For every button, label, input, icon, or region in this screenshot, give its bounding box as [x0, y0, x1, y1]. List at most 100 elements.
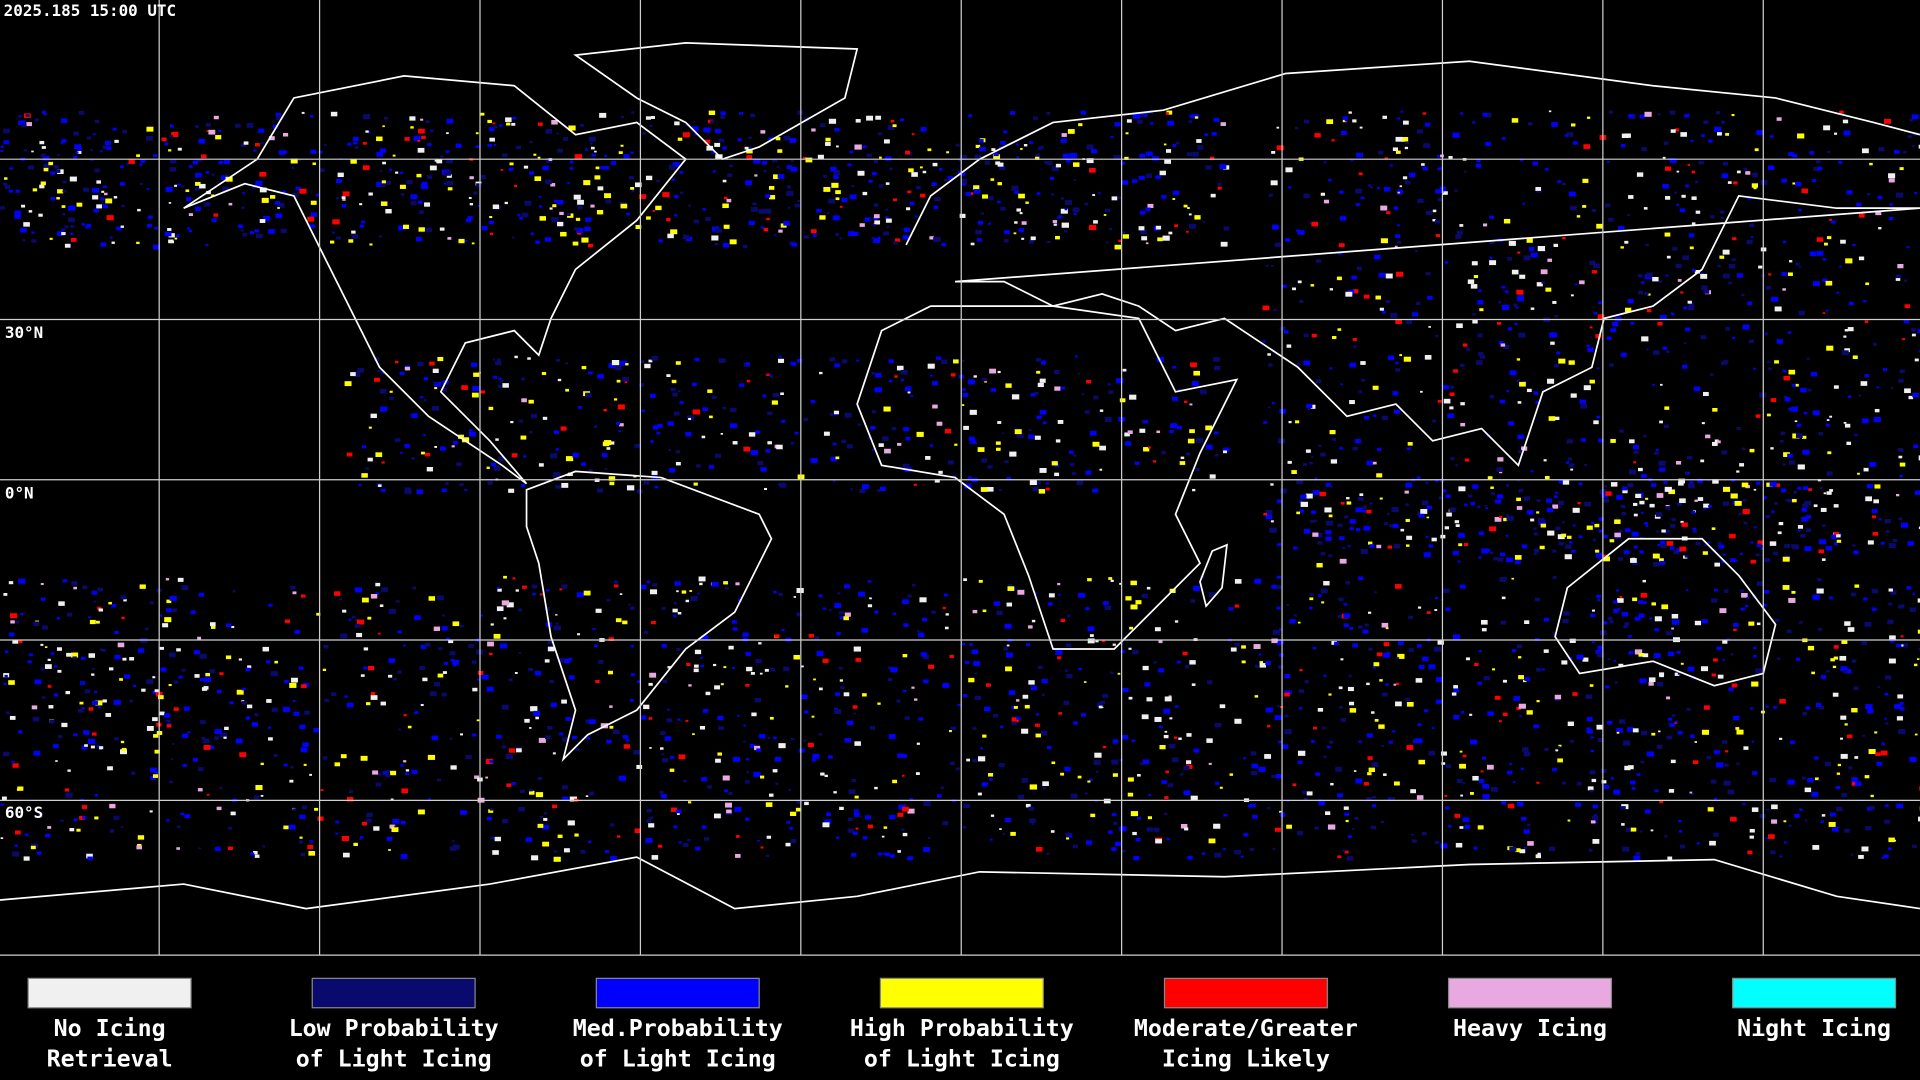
icing-pixel — [1265, 707, 1273, 713]
icing-pixel — [1557, 180, 1562, 183]
icing-pixel — [1536, 499, 1541, 502]
icing-pixel — [841, 359, 848, 364]
icing-pixel — [678, 841, 682, 844]
icing-pixel — [299, 814, 306, 820]
icing-pixel — [1869, 162, 1873, 166]
icing-pixel — [920, 193, 926, 198]
icing-pixel — [1678, 481, 1684, 486]
icing-pixel — [1215, 781, 1220, 785]
icing-pixel — [485, 776, 489, 779]
icing-pixel — [1665, 482, 1668, 485]
icing-pixel — [723, 581, 728, 585]
icing-pixel — [1329, 430, 1336, 435]
icing-pixel — [1033, 116, 1038, 120]
icing-pixel — [79, 681, 86, 685]
icing-pixel — [676, 648, 681, 651]
icing-pixel — [1113, 155, 1121, 161]
icing-pixel — [1634, 616, 1641, 621]
icing-pixel — [275, 112, 282, 117]
icing-pixel — [841, 197, 848, 203]
icing-pixel — [480, 390, 486, 394]
icing-pixel — [559, 588, 563, 591]
icing-pixel — [701, 435, 706, 439]
icing-pixel — [1437, 640, 1444, 645]
icing-pixel — [1000, 725, 1004, 728]
icing-pixel — [1032, 486, 1039, 492]
icing-pixel — [1755, 481, 1761, 485]
icing-pixel — [506, 783, 512, 787]
icing-pixel — [765, 802, 773, 807]
icing-pixel — [1758, 265, 1763, 269]
icing-pixel — [1078, 592, 1086, 598]
icing-pixel — [1459, 584, 1466, 589]
icing-pixel — [1338, 686, 1343, 690]
icing-pixel — [743, 724, 747, 727]
icing-pixel — [660, 747, 664, 750]
icing-pixel — [1883, 854, 1889, 859]
icing-pixel — [369, 243, 373, 246]
icing-pixel — [1840, 239, 1846, 244]
icing-pixel — [1120, 161, 1125, 165]
icing-pixel — [177, 147, 182, 151]
icing-pixel — [1119, 398, 1126, 403]
icing-pixel — [1742, 324, 1750, 330]
icing-pixel — [1791, 544, 1797, 548]
icing-pixel — [1308, 606, 1313, 610]
icing-pixel — [1561, 182, 1566, 186]
icing-pixel — [1397, 191, 1401, 194]
icing-pixel — [748, 220, 755, 226]
icing-pixel — [1286, 824, 1292, 829]
icing-pixel — [480, 614, 483, 617]
icing-pixel — [1502, 679, 1507, 683]
icing-pixel — [455, 143, 462, 148]
icing-pixel — [848, 231, 856, 236]
icing-pixel — [975, 229, 982, 235]
icing-pixel — [1483, 676, 1490, 681]
icing-pixel — [957, 703, 961, 707]
icing-pixel — [1535, 854, 1542, 859]
icing-pixel — [195, 172, 202, 178]
icing-pixel — [1349, 519, 1356, 524]
icing-pixel — [416, 489, 424, 495]
icing-pixel — [1241, 645, 1246, 649]
icing-pixel — [1777, 531, 1782, 535]
icing-pixel — [486, 466, 490, 469]
icing-pixel — [377, 369, 381, 373]
icing-pixel — [301, 805, 307, 810]
icing-pixel — [552, 804, 558, 809]
icing-pixel — [1250, 770, 1258, 776]
icing-pixel — [1833, 656, 1839, 660]
icing-pixel — [1084, 792, 1088, 795]
icing-pixel — [1278, 665, 1284, 669]
icing-pixel — [1561, 521, 1565, 524]
icing-pixel — [47, 658, 51, 661]
icing-pixel — [1703, 544, 1707, 547]
icing-pixel — [720, 683, 724, 686]
icing-pixel — [1682, 255, 1690, 261]
icing-pixel — [132, 684, 137, 687]
icing-pixel — [88, 707, 94, 711]
icing-pixel — [1878, 147, 1885, 152]
icing-pixel — [1284, 729, 1292, 735]
icing-pixel — [1587, 786, 1594, 791]
icing-pixel — [420, 703, 424, 707]
icing-pixel — [873, 216, 878, 221]
icing-pixel — [1717, 674, 1724, 679]
icing-pixel — [1325, 482, 1331, 487]
icing-pixel — [1511, 118, 1519, 123]
icing-pixel — [453, 441, 459, 445]
icing-pixel — [1005, 652, 1014, 658]
icing-pixel — [786, 165, 792, 169]
icing-pixel — [796, 358, 803, 363]
icing-pixel — [1158, 640, 1163, 644]
icing-pixel — [486, 686, 494, 692]
icing-pixel — [260, 142, 264, 145]
icing-pixel — [1657, 321, 1663, 326]
icing-pixel — [1338, 243, 1345, 248]
icing-pixel — [1757, 540, 1764, 545]
icing-pixel — [1592, 641, 1595, 644]
icing-pixel — [1639, 114, 1645, 119]
icing-pixel — [583, 590, 591, 596]
icing-pixel — [594, 175, 601, 180]
icing-pixel — [169, 124, 173, 127]
